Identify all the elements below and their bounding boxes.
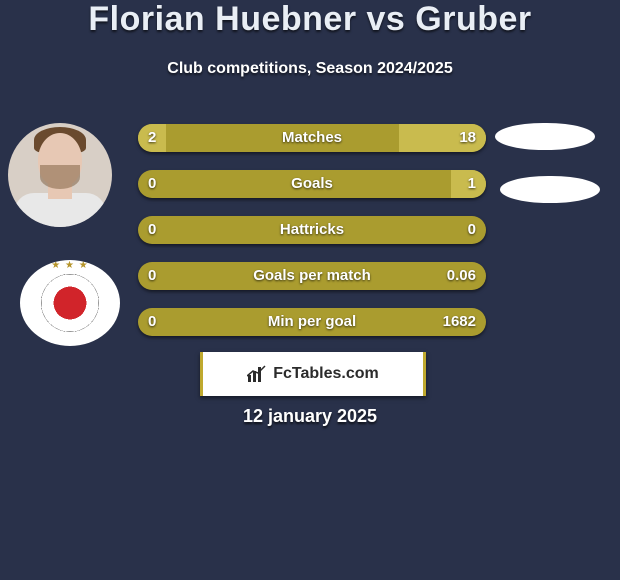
stat-row: 0Hattricks0 xyxy=(138,216,486,244)
stat-value-right: 1682 xyxy=(443,308,476,336)
stat-label: Hattricks xyxy=(138,216,486,244)
page-title: Florian Huebner vs Gruber xyxy=(0,0,620,39)
stat-label: Matches xyxy=(138,124,486,152)
stat-row: 0Goals1 xyxy=(138,170,486,198)
stat-value-right: 1 xyxy=(468,170,476,198)
stat-row: 0Goals per match0.06 xyxy=(138,262,486,290)
player-right-avatar xyxy=(495,123,595,150)
stat-row: 0Min per goal1682 xyxy=(138,308,486,336)
stat-label: Goals xyxy=(138,170,486,198)
stat-row: 2Matches18 xyxy=(138,124,486,152)
bar-chart-icon xyxy=(247,365,267,383)
stat-label: Goals per match xyxy=(138,262,486,290)
stat-value-right: 0 xyxy=(468,216,476,244)
stat-value-right: 0.06 xyxy=(447,262,476,290)
date-label: 12 january 2025 xyxy=(0,406,620,427)
stat-value-right: 18 xyxy=(459,124,476,152)
comparison-card: Florian Huebner vs Gruber Club competiti… xyxy=(0,0,620,580)
subtitle: Club competitions, Season 2024/2025 xyxy=(0,60,620,78)
stat-label: Min per goal xyxy=(138,308,486,336)
club-left-badge: ★ ★ ★ xyxy=(20,260,120,346)
club-right-badge xyxy=(500,176,600,203)
source-badge-text: FcTables.com xyxy=(273,365,379,383)
player-left-avatar xyxy=(8,123,112,227)
source-badge[interactable]: FcTables.com xyxy=(200,352,426,396)
